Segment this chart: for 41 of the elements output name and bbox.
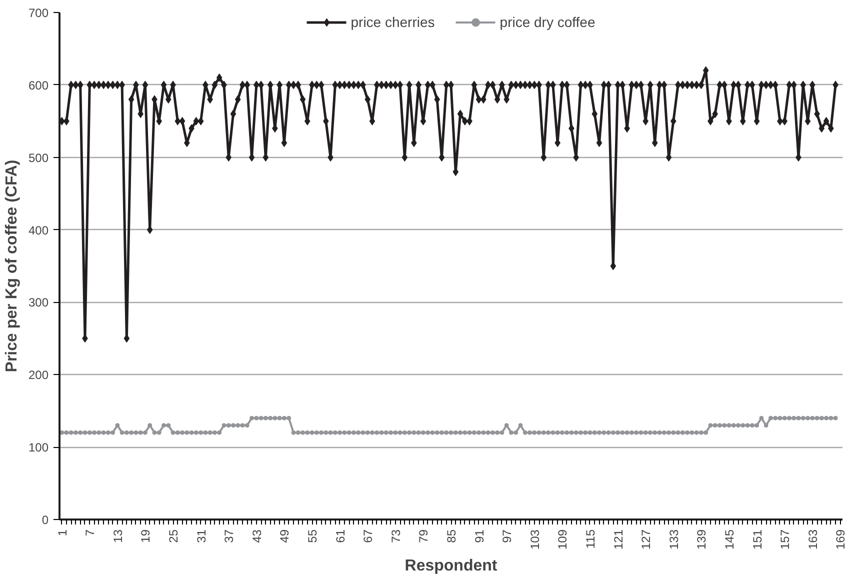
legend-label: price dry coffee <box>500 14 596 30</box>
x-tick-label: 1 <box>55 529 70 536</box>
x-tick-label: 13 <box>110 529 125 543</box>
y-tick-label: 700 <box>28 6 49 20</box>
x-tick-label: 169 <box>834 529 848 550</box>
y-tick-label: 200 <box>28 368 49 382</box>
x-tick-label: 31 <box>194 529 208 543</box>
x-tick-label: 133 <box>666 529 681 550</box>
x-tick-label: 7 <box>83 529 98 536</box>
x-tick-label: 85 <box>444 529 458 543</box>
x-tick-label: 157 <box>778 529 792 550</box>
y-tick-label: 300 <box>28 296 49 310</box>
x-tick-label: 127 <box>639 529 654 550</box>
x-tick-label: 49 <box>278 529 292 543</box>
y-tick-label: 400 <box>28 223 49 238</box>
x-tick-label: 121 <box>611 529 626 550</box>
x-tick-label: 79 <box>416 529 431 543</box>
y-tick-label: 500 <box>28 150 49 165</box>
x-tick-label: 61 <box>333 529 348 543</box>
y-tick-label: 100 <box>28 440 49 455</box>
x-tick-label: 163 <box>806 529 820 550</box>
x-tick-label: 115 <box>583 529 598 549</box>
x-tick-label: 73 <box>388 529 403 543</box>
y-axis-title: Price per Kg of coffee (CFA) <box>3 160 20 372</box>
x-tick-label: 25 <box>166 529 181 543</box>
x-tick-label: 151 <box>750 529 764 550</box>
x-tick-label: 37 <box>222 529 236 543</box>
x-tick-label: 145 <box>722 529 736 550</box>
x-tick-label: 97 <box>500 529 514 543</box>
y-tick-label: 0 <box>42 513 49 527</box>
x-axis-title: Respondent <box>404 558 498 575</box>
x-tick-label: 91 <box>472 529 486 543</box>
x-tick-label: 55 <box>306 529 320 543</box>
x-tick-label: 103 <box>528 529 542 550</box>
x-tick-label: 43 <box>250 529 264 543</box>
legend-label: price cherries <box>350 14 435 30</box>
y-tick-label: 600 <box>28 78 49 92</box>
x-tick-label: 139 <box>694 529 709 550</box>
x-tick-label: 67 <box>361 529 376 543</box>
x-tick-label: 19 <box>138 529 153 543</box>
x-tick-label: 109 <box>556 529 570 550</box>
